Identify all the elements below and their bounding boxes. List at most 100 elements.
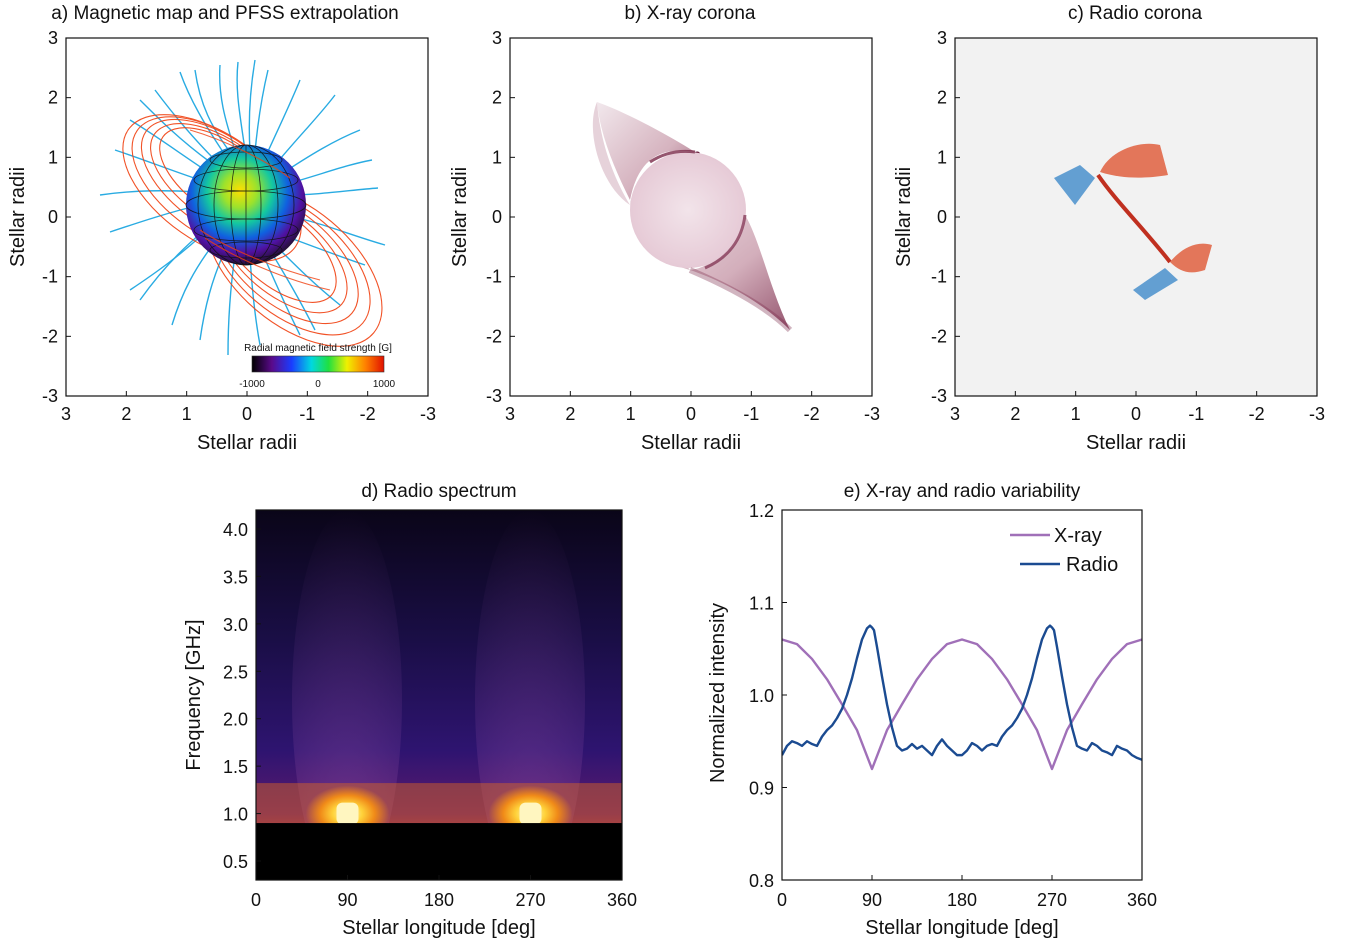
xray-stellar-disk — [630, 152, 746, 268]
x-tick-label: -2 — [1249, 404, 1265, 424]
y-tick-label: 1 — [492, 147, 502, 167]
series-x-ray-line — [782, 638, 1142, 771]
y-tick-label: -3 — [42, 386, 58, 406]
x-tick-label: -2 — [804, 404, 820, 424]
panel-c-ylabel: Stellar radii — [893, 167, 915, 267]
x-tick-label: 360 — [607, 890, 637, 910]
x-tick-label: -1 — [743, 404, 759, 424]
spectrum-dynamic-layer — [256, 783, 622, 880]
x-tick-label: 1 — [182, 404, 192, 424]
legend-radio-label: Radio — [1066, 554, 1118, 576]
y-tick-label: -1 — [486, 267, 502, 287]
panel-e-xlabel: Stellar longitude [deg] — [865, 917, 1058, 939]
y-tick-label: -1 — [931, 267, 947, 287]
closed-loops-front — [189, 129, 331, 291]
panel-e: e) X-ray and radio variability 0 90 180 270… — [707, 481, 1157, 939]
panel-b-xlabel: Stellar radii — [641, 432, 741, 454]
y-tick-label: 1.0 — [749, 686, 774, 706]
spectrum-peak — [336, 802, 359, 825]
x-tick-label: 90 — [862, 890, 882, 910]
y-tick-label: 1.5 — [223, 757, 248, 777]
y-tick-label: 3 — [937, 28, 947, 48]
panel-d-title: d) Radio spectrum — [361, 481, 516, 502]
colorbar-tick-max: 1000 — [373, 379, 396, 390]
x-tick-label: 180 — [424, 890, 454, 910]
colorbar: Radial magnetic field strength [G] -1000… — [239, 343, 395, 390]
y-tick-label: 3 — [492, 28, 502, 48]
y-tick-label: 0 — [492, 207, 502, 227]
x-tick-label: 3 — [505, 404, 515, 424]
x-tick-label: 2 — [565, 404, 575, 424]
panel-e-ylabel: Normalized intensity — [707, 603, 729, 783]
legend-xray-label: X-ray — [1054, 525, 1102, 547]
panel-a: a) Magnetic map and PFSS extrapolation — [7, 3, 436, 454]
x-tick-label: 2 — [1010, 404, 1020, 424]
x-tick-label: 180 — [947, 890, 977, 910]
x-tick-label: 0 — [1131, 404, 1141, 424]
panel-d: d) Radio spectrum 0 90 180 270 360 0.5 1.0 1.5 2… — [183, 481, 637, 939]
y-tick-label: 0 — [937, 207, 947, 227]
xray-emission — [592, 102, 793, 333]
y-tick-label: 1.2 — [749, 501, 774, 521]
radio-spectrum-heatmap — [256, 510, 622, 880]
x-tick-label: 3 — [950, 404, 960, 424]
y-tick-label: 1.0 — [223, 805, 248, 825]
y-tick-label: 4.0 — [223, 520, 248, 540]
panel-a-title: a) Magnetic map and PFSS extrapolation — [51, 3, 398, 24]
x-tick-label: -1 — [299, 404, 315, 424]
stellar-surface-magnetic-map — [185, 144, 307, 266]
radio-emission — [1054, 143, 1212, 300]
y-tick-label: -3 — [486, 386, 502, 406]
panel-d-axes: 0 90 180 270 360 0.5 1.0 1.5 2.0 2.5 3.0 3.5 4.0 — [223, 520, 637, 910]
y-tick-label: 0 — [48, 207, 58, 227]
y-tick-label: 0.9 — [749, 779, 774, 799]
panel-b-title: b) X-ray corona — [625, 3, 756, 24]
panel-d-ylabel: Frequency [GHz] — [183, 619, 205, 770]
y-tick-label: 2.0 — [223, 710, 248, 730]
y-tick-label: 1 — [937, 147, 947, 167]
x-tick-label: 1 — [626, 404, 636, 424]
x-tick-label: 270 — [1037, 890, 1067, 910]
x-tick-label: -3 — [864, 404, 880, 424]
panel-a-ylabel: Stellar radii — [7, 167, 29, 267]
y-tick-label: -2 — [931, 326, 947, 346]
y-tick-label: 2.5 — [223, 662, 248, 682]
panel-a-plot-area: Radial magnetic field strength [G] -1000… — [99, 59, 396, 390]
panel-c-xlabel: Stellar radii — [1086, 432, 1186, 454]
y-tick-label: 3.0 — [223, 615, 248, 635]
colorbar-tick-min: -1000 — [239, 379, 265, 390]
y-tick-label: 0.5 — [223, 852, 248, 872]
below-cutoff-region — [256, 823, 622, 880]
panel-b-plot-area — [592, 102, 793, 333]
y-tick-label: -3 — [931, 386, 947, 406]
x-tick-label: 2 — [121, 404, 131, 424]
x-tick-label: 1 — [1071, 404, 1081, 424]
y-tick-label: -2 — [42, 326, 58, 346]
y-tick-label: 2 — [492, 88, 502, 108]
x-tick-label: 0 — [686, 404, 696, 424]
panel-e-title: e) X-ray and radio variability — [844, 481, 1081, 502]
y-tick-label: -2 — [486, 326, 502, 346]
panel-e-axes: 0 90 180 270 360 0.8 0.9 1.0 1.1 1.2 — [749, 501, 1157, 910]
panel-a-xlabel: Stellar radii — [197, 432, 297, 454]
y-tick-label: 3 — [48, 28, 58, 48]
panel-b-ylabel: Stellar radii — [449, 167, 471, 267]
panel-c-title: c) Radio corona — [1068, 3, 1203, 24]
variability-lines — [782, 624, 1142, 771]
x-tick-label: 270 — [515, 890, 545, 910]
y-tick-label: 0.8 — [749, 871, 774, 891]
x-tick-label: 0 — [777, 890, 787, 910]
x-tick-label: -3 — [420, 404, 436, 424]
spectrum-peak — [519, 802, 542, 825]
x-tick-label: 90 — [337, 890, 357, 910]
panel-c-background — [955, 38, 1317, 396]
x-tick-label: -2 — [360, 404, 376, 424]
y-tick-label: -1 — [42, 267, 58, 287]
legend: X-ray Radio — [1010, 525, 1118, 576]
